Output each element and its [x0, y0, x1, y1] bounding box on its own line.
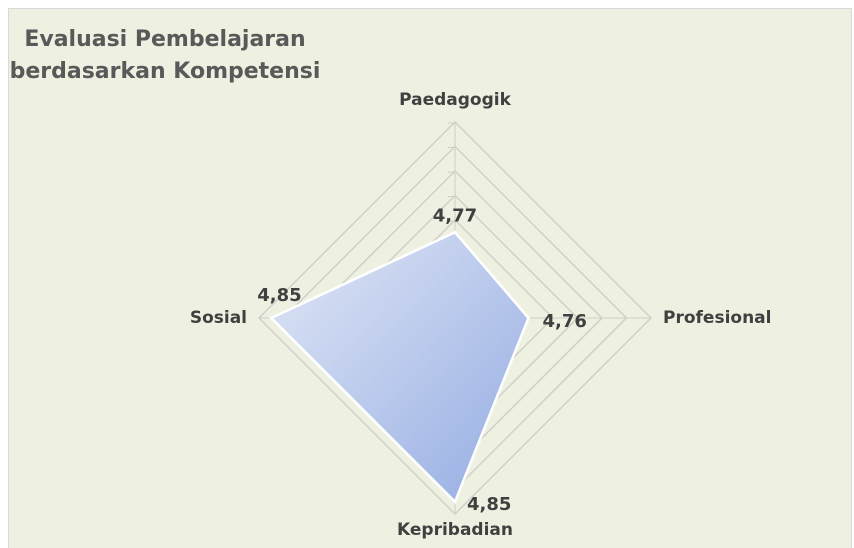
data-label: 4,77	[433, 205, 477, 226]
data-label: 4,76	[543, 311, 587, 332]
data-label: 4,85	[467, 494, 511, 515]
tick-label: ...	[447, 192, 453, 199]
tick-label: ...	[447, 217, 453, 224]
category-label: Sosial	[190, 308, 247, 328]
data-label: 4,85	[257, 285, 301, 306]
category-label: Paedagogik	[399, 90, 511, 110]
tick-label: ...	[447, 168, 453, 175]
data-area	[269, 230, 530, 504]
category-label: Profesional	[663, 308, 771, 328]
category-label: Kepribadian	[397, 520, 513, 540]
tick-label: ...	[447, 143, 453, 150]
tick-label: ...	[447, 119, 453, 126]
chart-title: Evaluasi Pembelajaran berdasarkan Kompet…	[9, 27, 321, 84]
